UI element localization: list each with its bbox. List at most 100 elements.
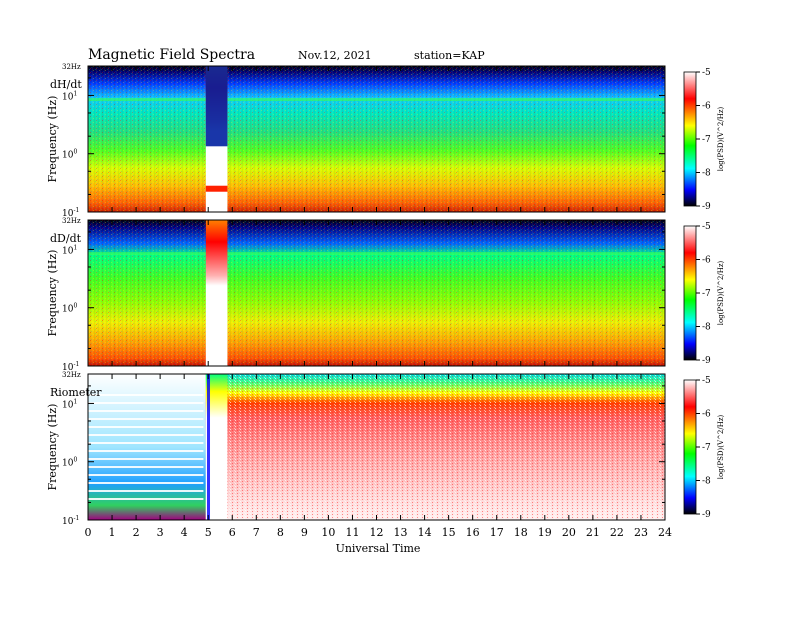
- x-tick-label: 2: [133, 526, 140, 539]
- x-tick-label: 7: [253, 526, 260, 539]
- riometer-left-block: [88, 374, 206, 520]
- spectrogram-streaks: [88, 66, 665, 212]
- x-tick-label: 23: [634, 526, 648, 539]
- colorbar-tick-label: -6: [702, 256, 711, 266]
- x-tick-label: 5: [205, 526, 212, 539]
- y-tick-label: 101: [62, 398, 77, 410]
- riometer-stripe: [88, 402, 204, 404]
- station-label: station=KAP: [414, 49, 485, 62]
- x-axis: 0 1 2 3 4 5 6 7 8 9 10 11 12 13 14 15 16 17 18 19 20 21 22 23 24: [85, 526, 673, 539]
- riometer-stripe: [88, 466, 204, 468]
- gap-overlay: [205, 66, 228, 147]
- x-tick-label: 15: [442, 526, 456, 539]
- riometer-stripe: [88, 490, 204, 492]
- colorbar-label: log(PSD)(V^2/Hz): [717, 106, 725, 171]
- spectrogram-panel: Riometer 32Hz 101 100 10-1 Frequency (Hz) -5 -6…: [46, 371, 725, 527]
- riometer-stripe: [88, 458, 204, 460]
- x-tick-label: 6: [229, 526, 236, 539]
- x-tick-label: 1: [109, 526, 116, 539]
- colorbar-tick-label: -8: [702, 169, 711, 179]
- gap-edge: [207, 374, 211, 520]
- x-tick-label: 11: [345, 526, 359, 539]
- x-tick-label: 13: [394, 526, 408, 539]
- x-tick-label: 0: [85, 526, 92, 539]
- x-tick-label: 9: [301, 526, 308, 539]
- spectrogram-panel: dH/dt 32Hz 101 100 10-1 Frequency (Hz) -5 -6 -7 -…: [46, 63, 725, 219]
- y-axis-label: Frequency (Hz): [46, 250, 59, 337]
- riometer-stripe: [88, 426, 204, 428]
- colorbar-tick-label: -6: [702, 102, 711, 112]
- riometer-stripe: [88, 434, 204, 436]
- x-tick-label: 12: [370, 526, 384, 539]
- x-tick-label: 21: [586, 526, 600, 539]
- x-tick-label: 17: [490, 526, 504, 539]
- panel-label: Riometer: [50, 386, 102, 399]
- riometer-stripe: [88, 482, 204, 484]
- y-tick-label: 100: [62, 149, 77, 161]
- x-tick-label: 10: [321, 526, 335, 539]
- colorbar-tick-label: -5: [702, 68, 711, 78]
- riometer-stripe: [88, 418, 204, 420]
- x-tick-label: 4: [181, 526, 188, 539]
- colorbar-tick-label: -9: [702, 356, 711, 366]
- panels-group: dH/dt 32Hz 101 100 10-1 Frequency (Hz) -5 -6 -7 -…: [46, 63, 725, 527]
- y-top-tick-label: 32Hz: [62, 63, 81, 71]
- riometer-stripe: [88, 410, 204, 412]
- data-gap: [205, 220, 228, 366]
- x-tick-label: 18: [514, 526, 528, 539]
- colorbar: [683, 71, 697, 207]
- y-tick-label: 100: [62, 303, 77, 315]
- colorbar-tick-label: -6: [702, 410, 711, 420]
- riometer-stripe: [88, 450, 204, 452]
- colorbar-tick-label: -8: [702, 477, 711, 487]
- colorbar: [683, 225, 697, 361]
- y-tick-label: 10-1: [62, 207, 79, 219]
- colorbar-tick-label: -9: [702, 510, 711, 520]
- panel-label: dH/dt: [50, 78, 82, 91]
- x-tick-label: 24: [658, 526, 672, 539]
- y-tick-label: 10-1: [62, 361, 79, 373]
- panel-label: dD/dt: [50, 232, 82, 245]
- date-label: Nov.12, 2021: [298, 49, 372, 62]
- y-top-tick-label: 32Hz: [62, 217, 81, 225]
- colorbar: [683, 379, 697, 515]
- data-gap: [205, 374, 228, 520]
- x-tick-label: 8: [277, 526, 284, 539]
- gap-overlay: [205, 185, 228, 192]
- riometer-stripe: [88, 442, 204, 444]
- y-tick-label: 101: [62, 90, 77, 102]
- x-axis-label: Universal Time: [336, 542, 421, 555]
- y-axis-label: Frequency (Hz): [46, 404, 59, 491]
- colorbar-tick-label: -7: [702, 443, 711, 453]
- x-tick-label: 19: [538, 526, 552, 539]
- y-tick-label: 100: [62, 457, 77, 469]
- riometer-stripe: [88, 474, 204, 476]
- x-tick-label: 20: [562, 526, 576, 539]
- colorbar-tick-label: -5: [702, 222, 711, 232]
- x-tick-label: 14: [418, 526, 432, 539]
- x-tick-label: 3: [157, 526, 164, 539]
- y-top-tick-label: 32Hz: [62, 371, 81, 379]
- colorbar-label: log(PSD)(V^2/Hz): [717, 414, 725, 479]
- resonance-band: [88, 252, 665, 256]
- x-tick-label: 16: [466, 526, 480, 539]
- y-tick-label: 101: [62, 244, 77, 256]
- colorbar-tick-label: -5: [702, 376, 711, 386]
- x-tick-label: 22: [610, 526, 624, 539]
- spectrogram-streaks: [88, 220, 665, 366]
- colorbar-tick-label: -7: [702, 289, 711, 299]
- y-tick-label: 10-1: [62, 515, 79, 527]
- colorbar-tick-label: -9: [702, 202, 711, 212]
- riometer-noise: [227, 374, 666, 520]
- figure-title: Magnetic Field Spectra: [88, 47, 255, 63]
- riometer-stripe: [88, 498, 204, 500]
- colorbar-tick-label: -7: [702, 135, 711, 145]
- colorbar-tick-label: -8: [702, 323, 711, 333]
- spectrogram-panel: dD/dt 32Hz 101 100 10-1 Frequency (Hz) -5 -6 -7 -…: [46, 217, 725, 373]
- colorbar-label: log(PSD)(V^2/Hz): [717, 260, 725, 325]
- riometer-stripe: [88, 394, 204, 396]
- y-axis-label: Frequency (Hz): [46, 96, 59, 183]
- resonance-band: [88, 98, 665, 102]
